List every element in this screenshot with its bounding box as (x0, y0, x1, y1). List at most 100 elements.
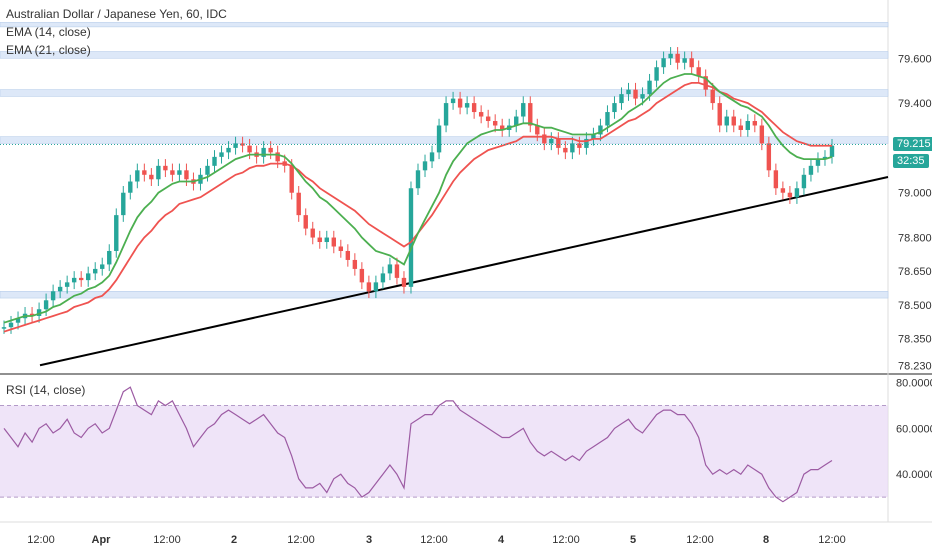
price-tick-label: 78.500 (898, 300, 932, 312)
candle-body (500, 125, 505, 130)
candle-body (542, 134, 547, 144)
candle-body (408, 188, 414, 287)
candle-body (752, 121, 758, 126)
time-tick-label: 12:00 (818, 534, 846, 546)
candle-body (142, 170, 147, 175)
candle-body (205, 165, 210, 175)
candle-body (549, 138, 554, 144)
candle-body (605, 112, 610, 126)
candle-body (815, 159, 821, 166)
candle-body (808, 165, 814, 175)
candle-body (128, 181, 133, 193)
candle-body (443, 103, 449, 126)
candle-body (535, 125, 540, 135)
ema14-line (3, 73, 833, 324)
candle-body (640, 94, 645, 99)
candle-body (261, 147, 266, 157)
rsi-legend: RSI (14, close) (6, 383, 86, 397)
candle-body (268, 147, 273, 153)
price-tick-label: 79.000 (898, 188, 932, 200)
candle-body (492, 121, 498, 126)
candle-body (394, 264, 400, 278)
candle-body (731, 116, 736, 126)
candle-body (317, 237, 322, 243)
candle-body (296, 192, 301, 216)
time-tick-label: 12:00 (287, 534, 315, 546)
candle-body (422, 161, 428, 171)
time-tick-label: 8 (763, 534, 769, 546)
candle-body (436, 125, 442, 153)
candle-body (50, 291, 56, 301)
candle-body (773, 170, 779, 189)
time-tick-label: 12:00 (686, 534, 714, 546)
time-tick-label: 12:00 (153, 534, 181, 546)
candle-body (787, 192, 793, 198)
time-tick-label: 2 (231, 534, 237, 546)
time-tick-label: Apr (92, 534, 112, 546)
symbol-legend: Australian Dollar / Japanese Yen, 60, ID… (6, 7, 227, 21)
candle-body (345, 250, 351, 260)
candle-body (654, 67, 659, 81)
candle-body (156, 165, 161, 180)
time-tick-label: 5 (630, 534, 636, 546)
candle-body (703, 76, 708, 90)
candle-body (170, 170, 175, 175)
candle-body (303, 215, 308, 229)
candle-body (633, 89, 638, 99)
candle-body (1, 327, 7, 329)
time-tick-label: 3 (366, 534, 372, 546)
candle-body (485, 116, 491, 122)
candle-body (717, 103, 722, 126)
rsi-line (3, 386, 833, 503)
candle-body (338, 246, 344, 251)
candle-body (794, 188, 800, 198)
candle-body (29, 313, 35, 316)
candle-body (310, 228, 315, 238)
candle-body (724, 116, 729, 126)
candle-body (226, 147, 231, 153)
candle-body (373, 282, 379, 292)
candle-body (528, 103, 533, 126)
candle-body (387, 264, 393, 274)
candle-body (738, 125, 743, 130)
candle-body (514, 116, 519, 126)
candle-body (15, 318, 21, 323)
candle-body (471, 103, 477, 113)
candle-body (184, 170, 189, 180)
candle-body (331, 237, 336, 247)
candle-body (359, 268, 365, 283)
resistance-zone-3 (0, 136, 889, 144)
candle-body (591, 134, 596, 139)
rsi-band (0, 405, 888, 498)
candle-body (822, 156, 828, 160)
candle-body (563, 147, 568, 153)
candle-body (100, 264, 105, 269)
candle-body (43, 300, 49, 310)
candle-body (570, 143, 575, 153)
candle-body (457, 98, 463, 108)
candle-body (86, 273, 91, 281)
candle-body (696, 67, 701, 77)
price-tick-label: 78.650 (898, 266, 932, 278)
candle-body (619, 94, 624, 104)
price-tick-label: 79.600 (898, 53, 932, 65)
candle-body (556, 138, 561, 148)
time-tick-label: 12:00 (27, 534, 55, 546)
candle-body (352, 259, 358, 269)
candle-body (521, 103, 526, 117)
candle-body (240, 143, 245, 146)
ema14-legend: EMA (14, close) (6, 25, 91, 39)
candle-body (829, 145, 835, 157)
candle-body (668, 53, 673, 59)
resistance-zone-0 (0, 22, 889, 28)
time-tick-label: 4 (498, 534, 505, 546)
resistance-zone-2 (0, 89, 889, 97)
candle-body (219, 152, 224, 157)
candle-body (801, 174, 807, 189)
candle-body (745, 121, 750, 130)
candle-body (121, 192, 126, 216)
price-tick-label: 78.350 (898, 333, 932, 345)
candle-body (429, 152, 435, 162)
